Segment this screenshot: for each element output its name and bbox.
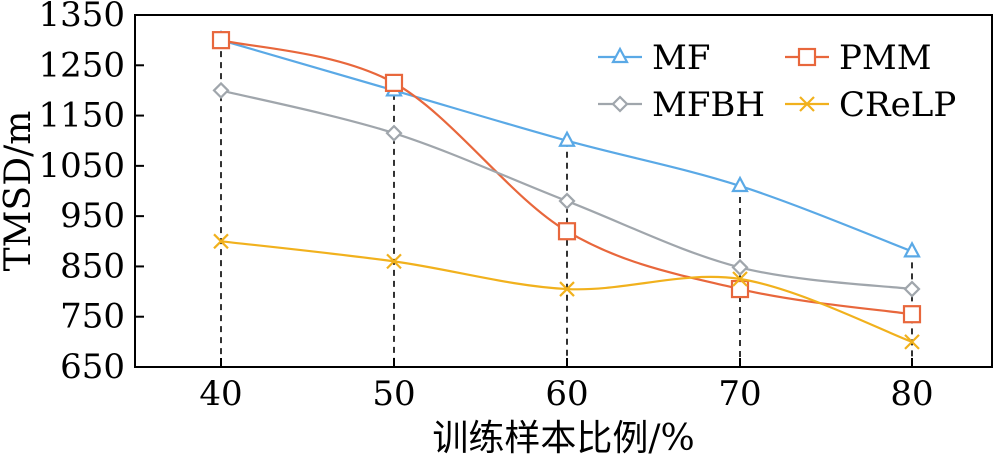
- legend-label: MFBH: [652, 85, 765, 125]
- legend-marker: [611, 46, 629, 64]
- marker-stroke: [386, 253, 402, 270]
- y-tick-label: 650: [60, 347, 125, 387]
- legend-label: PMM: [839, 38, 932, 78]
- data-point-crelp: [559, 281, 575, 297]
- legend-marker: [611, 95, 629, 113]
- x-tick-label: 40: [199, 374, 242, 414]
- legend: MF PMM MFBH CReLP: [598, 38, 956, 125]
- data-point-mfbh: [731, 258, 749, 276]
- plot-frame: [134, 14, 993, 368]
- x-tick-label: 60: [545, 374, 588, 414]
- legend-marker: [799, 96, 815, 112]
- series-layer: [211, 29, 922, 350]
- x-tick-label: 80: [890, 374, 933, 414]
- x-axis: 40 50 60 70 80: [199, 358, 934, 414]
- data-point-pmm: [902, 305, 922, 324]
- legend-marker: [797, 47, 817, 67]
- y-tick-label: 1150: [38, 96, 125, 136]
- y-tick-label: 1250: [38, 45, 125, 85]
- y-axis-title: TMSD/m: [0, 111, 39, 272]
- legend-item-crelp: CReLP: [785, 85, 956, 125]
- data-point-mfbh: [385, 124, 403, 142]
- data-point-mfbh: [212, 81, 230, 99]
- y-axis: 650 750 850 950 1050 1150 1250 1350: [38, 0, 144, 387]
- marker-stroke: [213, 233, 229, 250]
- marker-stroke: [799, 96, 815, 112]
- legend-item-mfbh: MFBH: [598, 85, 765, 125]
- legend-label: CReLP: [839, 85, 956, 125]
- y-tick-label: 1350: [38, 0, 125, 35]
- y-tick-label: 750: [60, 297, 125, 337]
- marker-stroke: [559, 281, 575, 297]
- y-tick-label: 950: [60, 196, 125, 236]
- marker-stroke: [732, 271, 748, 287]
- data-point-crelp: [732, 271, 748, 287]
- data-point-crelp: [386, 253, 402, 270]
- data-point-mfbh: [903, 280, 921, 298]
- y-tick-label: 850: [60, 246, 125, 286]
- data-point-crelp: [904, 334, 920, 350]
- data-point-crelp: [213, 233, 229, 250]
- y-tick-label: 1050: [38, 146, 125, 186]
- data-point-pmm: [211, 31, 231, 50]
- x-axis-title: 训练样本比例/%: [432, 418, 694, 459]
- data-point-pmm: [730, 279, 750, 299]
- legend-label: MF: [652, 38, 710, 78]
- data-point-mf: [903, 241, 921, 258]
- data-point-pmm: [384, 73, 404, 92]
- marker-stroke: [904, 334, 920, 350]
- data-point-pmm: [557, 222, 577, 241]
- x-tick-label: 50: [372, 374, 415, 414]
- data-point-mf: [558, 130, 576, 147]
- legend-item-mf: MF: [598, 38, 710, 78]
- x-tick-label: 70: [718, 374, 761, 414]
- data-point-mf: [731, 175, 749, 193]
- legend-item-pmm: PMM: [785, 38, 932, 78]
- data-point-mfbh: [558, 192, 576, 210]
